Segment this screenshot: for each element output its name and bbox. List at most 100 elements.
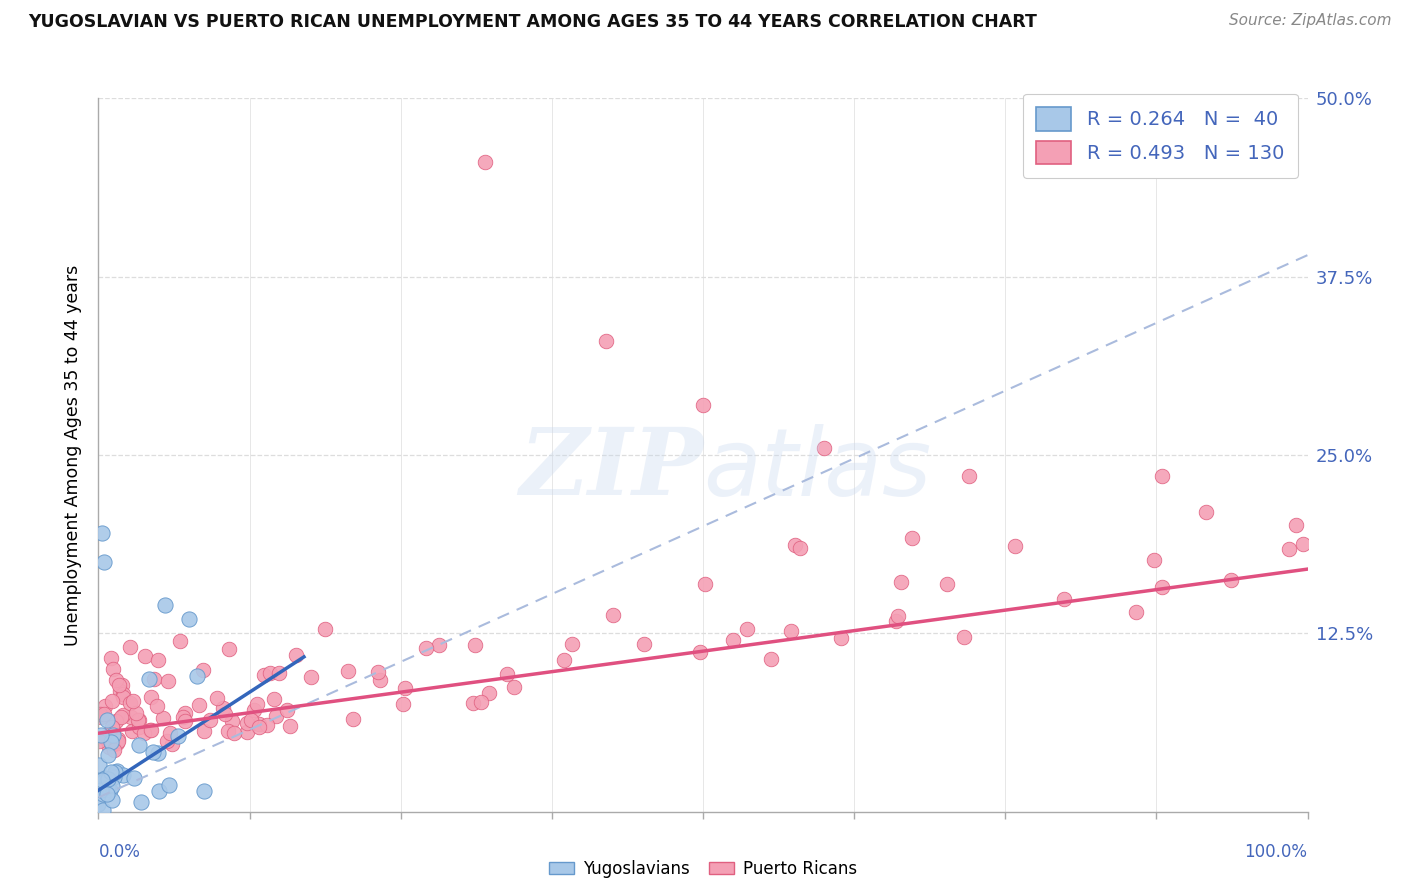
Point xyxy=(139,723,162,737)
Point xyxy=(121,723,143,738)
Point xyxy=(146,652,169,666)
Point xyxy=(138,672,160,686)
Point xyxy=(890,574,912,589)
Point xyxy=(103,743,125,757)
Point xyxy=(128,714,150,728)
Point xyxy=(134,648,156,663)
Point xyxy=(367,665,389,679)
Point xyxy=(276,703,298,717)
Point xyxy=(152,711,174,725)
Point xyxy=(602,608,624,623)
Point xyxy=(91,803,114,817)
Point xyxy=(264,708,287,723)
Point xyxy=(104,714,127,728)
Point xyxy=(214,707,236,722)
Point xyxy=(107,764,129,778)
Point xyxy=(478,686,501,700)
Point xyxy=(935,577,957,591)
Point xyxy=(98,783,121,797)
Point xyxy=(128,739,150,753)
Point xyxy=(172,710,194,724)
Point xyxy=(101,739,124,753)
Point xyxy=(112,768,135,782)
Point xyxy=(695,577,717,591)
Point xyxy=(90,728,112,742)
Point xyxy=(267,665,290,680)
Point xyxy=(783,538,806,552)
Point xyxy=(221,714,243,729)
Point xyxy=(93,771,115,785)
Point xyxy=(1053,591,1076,606)
Point xyxy=(142,746,165,760)
Point xyxy=(91,772,114,787)
Point xyxy=(901,531,924,545)
Point xyxy=(689,645,711,659)
Point xyxy=(89,706,111,721)
Point xyxy=(830,632,852,646)
Point xyxy=(111,678,134,692)
Point xyxy=(256,718,278,732)
Point xyxy=(87,792,110,806)
Text: Source: ZipAtlas.com: Source: ZipAtlas.com xyxy=(1229,13,1392,29)
Point xyxy=(103,771,125,785)
Point xyxy=(342,712,364,726)
Point xyxy=(464,638,486,652)
Point xyxy=(759,652,782,666)
Point xyxy=(87,734,110,748)
Point xyxy=(110,710,132,724)
Point xyxy=(1285,518,1308,533)
Point xyxy=(173,714,195,728)
Point xyxy=(1292,536,1315,550)
Point xyxy=(595,334,617,348)
Point xyxy=(107,733,129,747)
Point xyxy=(246,697,269,711)
Point xyxy=(107,732,129,747)
Point xyxy=(240,713,263,727)
Point xyxy=(953,630,976,644)
Point xyxy=(368,673,391,687)
Point xyxy=(122,771,145,785)
Point xyxy=(735,622,758,636)
Point xyxy=(90,710,112,724)
Point xyxy=(1143,553,1166,567)
Text: atlas: atlas xyxy=(703,424,931,515)
Point xyxy=(218,641,240,656)
Point xyxy=(186,669,208,683)
Point xyxy=(129,795,152,809)
Point xyxy=(474,155,496,169)
Point xyxy=(132,725,155,739)
Text: 0.0%: 0.0% xyxy=(98,843,141,861)
Point xyxy=(278,719,301,733)
Point xyxy=(118,640,141,655)
Point xyxy=(200,713,222,727)
Point xyxy=(128,720,150,734)
Point xyxy=(415,640,437,655)
Point xyxy=(146,699,169,714)
Point xyxy=(91,788,114,802)
Point xyxy=(633,637,655,651)
Text: ZIP: ZIP xyxy=(519,425,703,514)
Point xyxy=(157,778,180,792)
Point xyxy=(1004,540,1026,554)
Point xyxy=(105,736,128,750)
Point xyxy=(222,726,245,740)
Point xyxy=(470,695,492,709)
Point xyxy=(97,747,120,762)
Point xyxy=(174,706,197,721)
Point xyxy=(104,764,127,779)
Point xyxy=(205,690,228,705)
Point xyxy=(242,703,264,717)
Point xyxy=(887,608,910,623)
Point xyxy=(212,701,235,715)
Point xyxy=(188,698,211,712)
Point xyxy=(97,772,120,787)
Point xyxy=(884,614,907,628)
Point xyxy=(503,680,526,694)
Point xyxy=(1125,605,1147,619)
Point xyxy=(87,797,110,811)
Point xyxy=(139,690,162,704)
Point xyxy=(125,706,148,720)
Point xyxy=(217,723,239,738)
Point xyxy=(236,725,259,739)
Point xyxy=(141,723,163,737)
